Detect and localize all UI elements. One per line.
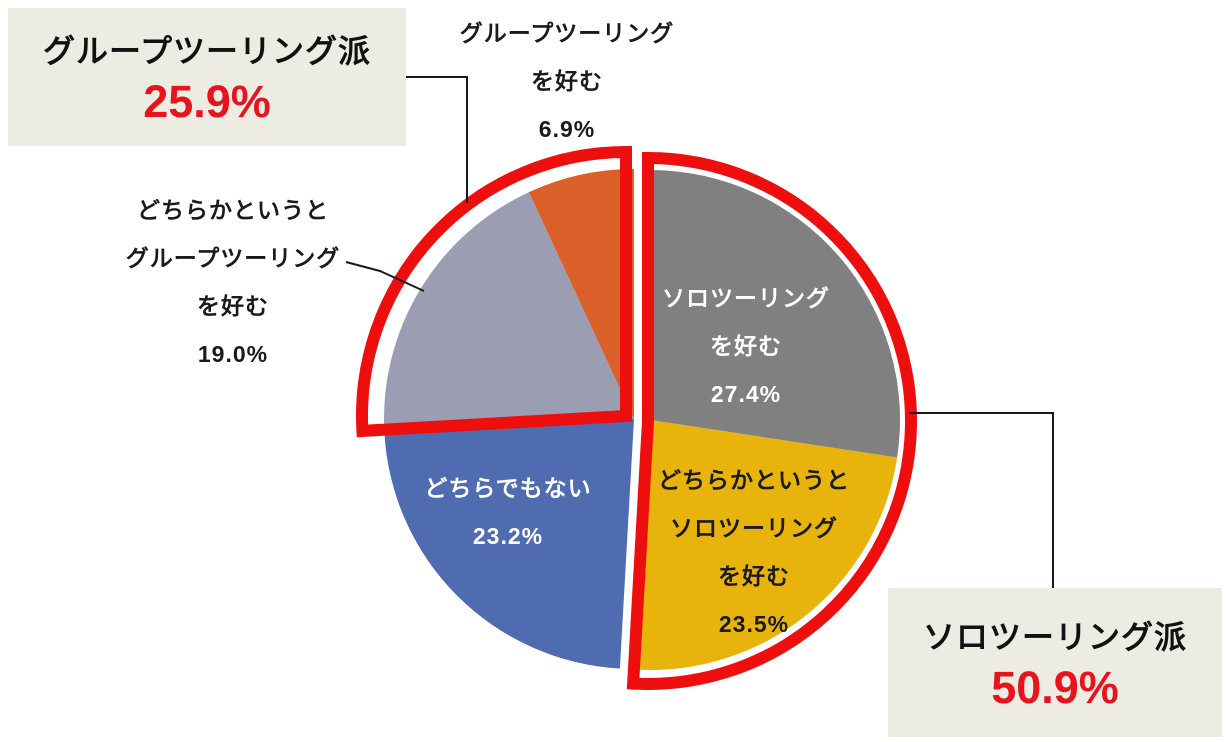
slice-label-group: グループツーリング を好む 6.9% <box>459 20 675 142</box>
solo-total-title: ソロツーリング派 <box>922 618 1187 655</box>
pie-slice-group <box>528 169 634 419</box>
leader-group-callout <box>406 76 468 203</box>
pie-slice-lean-solo <box>635 420 898 670</box>
leader-solo-callout <box>909 412 1054 588</box>
leader-lean-group-label <box>345 261 425 292</box>
highlight-outline-group <box>356 145 632 438</box>
pie-slice-neutral <box>384 419 634 669</box>
group-total-title: グループツーリング派 <box>42 33 372 69</box>
slice-label-lean-group: どちらかというと グループツーリング を好む 19.0% <box>125 197 341 367</box>
group-total-callout: グループツーリング派 25.9% <box>8 8 406 146</box>
slice-label-solo: ソロツーリング を好む 27.4% <box>662 285 830 407</box>
group-total-percentage: 25.9% <box>143 76 271 127</box>
solo-total-percentage: 50.9% <box>991 661 1119 713</box>
highlight-outline-solo <box>626 151 917 690</box>
pie-slice-solo <box>650 170 900 458</box>
slice-label-neutral: どちらでもない 23.2% <box>424 475 592 549</box>
slice-label-lean-solo: どちらかというと ソロツーリング を好む 23.5% <box>658 467 850 637</box>
pie-slice-lean-group <box>384 192 634 434</box>
solo-total-callout: ソロツーリング派 50.9% <box>888 588 1222 737</box>
